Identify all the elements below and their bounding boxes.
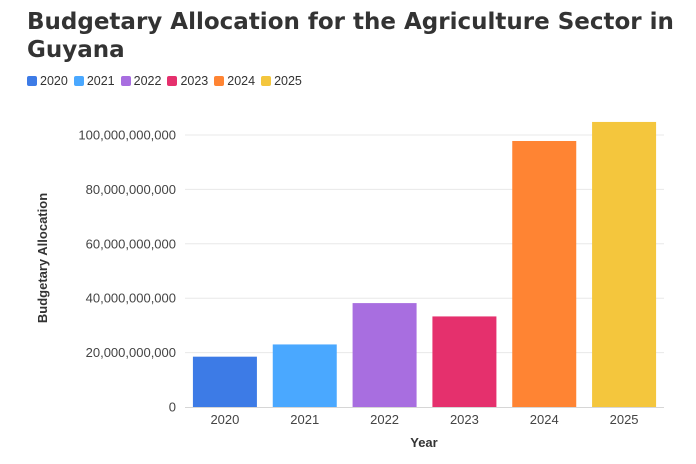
x-tick-label: 2025	[610, 412, 639, 427]
legend-item[interactable]: 2024	[214, 74, 255, 88]
legend-item[interactable]: 2025	[261, 74, 302, 88]
axes: 0 20,000,000,000 40,000,000,000 60,000,000,…	[78, 128, 664, 427]
bar[interactable]	[512, 140, 577, 407]
legend-label: 2023	[180, 74, 209, 88]
legend-swatch	[27, 76, 37, 86]
x-tick-label: 2023	[450, 412, 479, 427]
x-axis-title: Year	[410, 435, 437, 450]
y-axis-title: Budgetary Allocation	[35, 193, 50, 323]
legend-item[interactable]: 2020	[27, 74, 68, 88]
bar[interactable]	[432, 316, 497, 407]
legend-item[interactable]: 2021	[73, 74, 115, 88]
legend-label: 2024	[227, 74, 256, 88]
legend-swatch	[73, 76, 84, 86]
legend-item[interactable]: 2023	[167, 74, 208, 88]
y-tick-label: 40,000,000,000	[86, 291, 176, 306]
legend-swatch	[261, 76, 272, 86]
legend-item[interactable]: 2022	[120, 74, 162, 88]
legend-swatch	[120, 76, 131, 86]
legend-swatch	[214, 76, 225, 86]
gridlines	[185, 134, 664, 354]
bar[interactable]	[592, 121, 657, 407]
legend-label: 2022	[133, 74, 162, 88]
y-tick-label: 0	[169, 400, 176, 415]
chart-title: Budgetary Allocation for the Agriculture…	[27, 9, 674, 63]
y-tick-label: 80,000,000,000	[86, 182, 176, 197]
bar[interactable]	[352, 303, 417, 407]
x-tick-label: 2020	[210, 412, 239, 427]
legend-label: 2020	[40, 74, 68, 88]
legend-label: 2021	[86, 74, 115, 88]
x-tick-label: 2024	[530, 412, 559, 427]
bar[interactable]	[272, 344, 337, 407]
legend-swatch	[167, 76, 178, 86]
bars	[192, 121, 657, 407]
y-tick-label: 20,000,000,000	[86, 345, 176, 360]
chart-legend: 2020 2021 2022 2023 2024 2025	[27, 74, 308, 88]
x-tick-label: 2021	[290, 412, 319, 427]
y-tick-label: 100,000,000,000	[78, 128, 176, 143]
x-tick-label: 2022	[370, 412, 399, 427]
bar[interactable]	[192, 356, 257, 407]
legend-label: 2025	[274, 74, 302, 88]
y-tick-label: 60,000,000,000	[86, 236, 176, 251]
